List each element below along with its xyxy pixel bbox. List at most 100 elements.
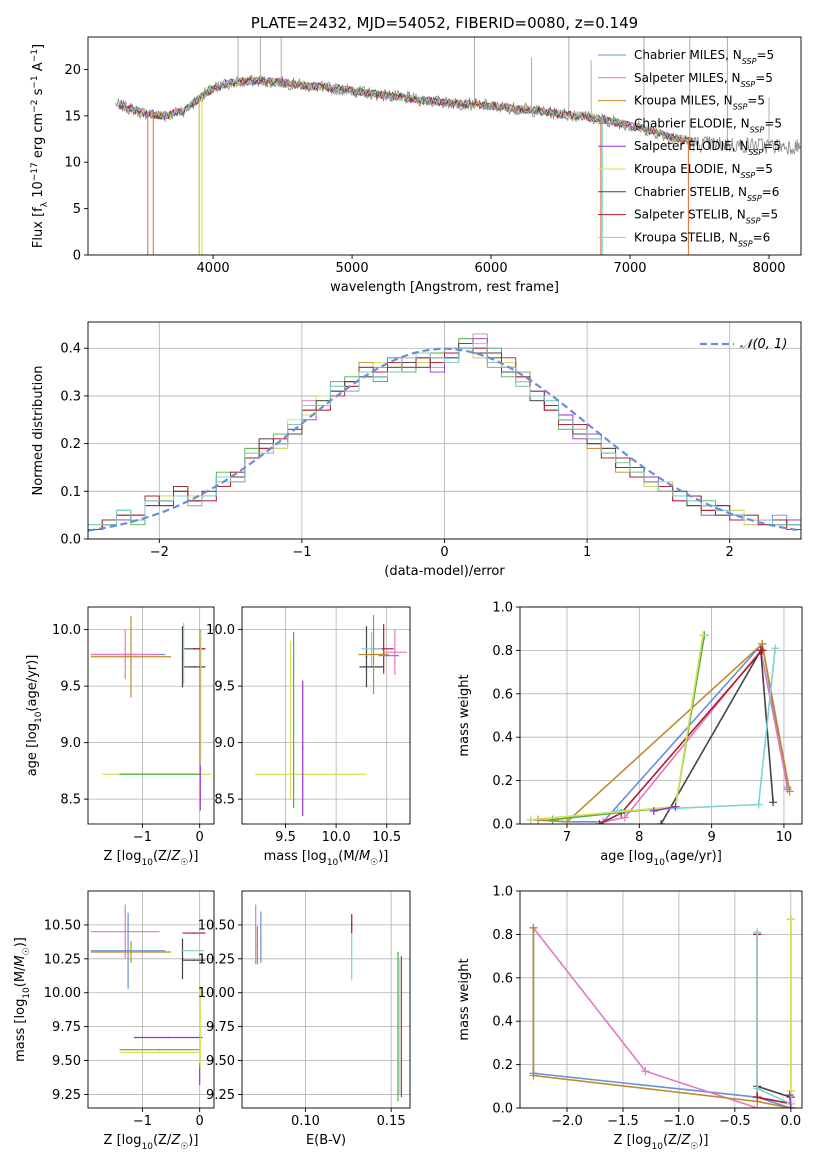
plot-area-massweight-vs-age: [526, 631, 794, 824]
x-axis-label: mass [log10(M/M☉)]: [264, 849, 389, 868]
x-tick-label: 7: [563, 830, 571, 845]
y-tick-label: 9.5: [60, 680, 81, 695]
x-tick-label: 4000: [197, 261, 230, 276]
axes-mass-vs-Z: −1 0 9.25 9.50 9.75 10.00 10.25 10.50 Z [log10(Z…: [13, 890, 215, 1152]
y-tick-label: 0.4: [492, 731, 513, 746]
data-point: [370, 666, 373, 668]
data-point: [310, 773, 312, 776]
panel-age-vs-mass: 9.5 10.0 10.5 8.5 9.0 9.5 10.0 mass [log10(M/M☉…: [206, 606, 411, 868]
axes-age-vs-Z: −1 0 8.5 9.0 9.5 10.0 Z [log10(Z/Z☉)] age [log1…: [25, 606, 215, 868]
plus-marker: [754, 800, 763, 809]
axes-frame: [241, 890, 411, 1109]
data-point: [193, 932, 195, 934]
y-tick-label: 9.25: [52, 1088, 81, 1103]
y-tick-label: 9.50: [206, 1054, 235, 1069]
legend-label: Salpeter MILES, NSSP=5: [634, 71, 773, 89]
x-tick-label: 2: [726, 545, 734, 560]
y-axis-label: Normed distribution: [31, 366, 46, 496]
grid-age-vs-mass: [242, 607, 410, 824]
plus-marker: [671, 802, 680, 811]
legend-label: Chabrier MILES, NSSP=5: [634, 48, 774, 66]
data-point: [181, 655, 184, 658]
data-point: [130, 951, 132, 953]
y-tick-label: 0.1: [60, 485, 81, 500]
plus-marker: [649, 806, 658, 815]
model-spectrum-line: [118, 76, 693, 145]
data-point: [292, 719, 295, 721]
data-point: [167, 1036, 169, 1039]
panel-age-vs-Z: −1 0 8.5 9.0 9.5 10.0 Z [log10(Z/Z☉)] age [log1…: [25, 606, 215, 868]
y-tick-label: 0.3: [60, 389, 81, 404]
plot-area-mass-vs-Z: [90, 904, 206, 1085]
y-tick-label: 8.5: [60, 793, 81, 808]
panel-spectrum: 4000 5000 6000 7000 8000 0 5 10 15 20 wavelength […: [30, 14, 802, 295]
plot-area-age-vs-Z: [90, 616, 212, 811]
y-tick-label: 10.00: [198, 986, 235, 1001]
axes-spectrum: 4000 5000 6000 7000 8000 0 5 10 15 20 wavelength […: [30, 36, 802, 295]
y-tick-label: 10.50: [44, 918, 81, 933]
x-tick-label: 0: [196, 830, 204, 845]
plus-marker: [595, 820, 604, 824]
legend: Chabrier MILES, NSSP=5 Salpeter MILES, NS…: [598, 48, 782, 248]
plot-area-massweight-vs-Z: [529, 915, 795, 1108]
y-tick-label: 10: [64, 156, 81, 171]
x-axis-label: Z [log10(Z/Z☉)]: [614, 1133, 709, 1152]
y-tick-label: 9.0: [60, 736, 81, 751]
y-tick-label: 9.75: [206, 1020, 235, 1035]
plus-marker: [769, 798, 778, 807]
x-tick-label: −1: [292, 545, 311, 560]
y-tick-label: 1.0: [492, 601, 513, 616]
x-axis-label: (data-model)/error: [384, 564, 505, 579]
data-point: [182, 652, 185, 655]
plot-area-mass-vs-ebv: [254, 904, 403, 1102]
x-tick-label: 6000: [475, 261, 508, 276]
y-tick-label: 20: [64, 63, 81, 78]
grid-age-vs-Z: [88, 607, 214, 824]
panel-mass-vs-Z: −1 0 9.25 9.50 9.75 10.00 10.25 10.50 Z [log10(Z…: [13, 890, 215, 1152]
plot-area-age-vs-mass: [255, 614, 407, 817]
y-tick-label: 0.0: [492, 1102, 513, 1117]
x-tick-label: −1: [133, 830, 152, 845]
y-tick-label: 0.2: [492, 1058, 513, 1073]
x-tick-label: −1.5: [607, 1114, 639, 1129]
plus-marker: [529, 1071, 538, 1080]
x-tick-label: 0: [196, 1114, 204, 1129]
y-tick-label: 0.0: [492, 818, 513, 833]
model-spectrum-line: [118, 76, 693, 145]
y-axis-label: mass [log10(M/M☉)]: [13, 937, 32, 1062]
chart-title: PLATE=2432, MJD=54052, FIBERID=0080, z=0…: [251, 14, 638, 32]
x-tick-label: 10: [776, 830, 793, 845]
axes-mass-vs-ebv: 0.10 0.15 9.25 9.50 9.75 10.00 10.25 10.50 E(B-V…: [198, 890, 411, 1148]
axes-frame: [519, 890, 803, 1109]
panel-mass-vs-ebv: 0.10 0.15 9.25 9.50 9.75 10.00 10.25 10.50 E(B-V…: [198, 890, 411, 1148]
y-axis-label: mass weight: [457, 674, 472, 756]
y-tick-label: 0.2: [492, 774, 513, 789]
y-tick-label: 10.25: [198, 952, 235, 967]
data-point: [181, 958, 184, 960]
legend-label: Kroupa ELODIE, NSSP=5: [634, 162, 773, 180]
data-point: [365, 655, 368, 658]
mass-weight-line: [532, 927, 791, 1108]
y-tick-label: 10.0: [52, 623, 81, 638]
data-point: [387, 654, 390, 657]
mass-weight-line: [532, 927, 792, 1108]
x-tick-label: 0.0: [780, 1114, 801, 1129]
data-point: [193, 666, 195, 668]
data-point: [397, 1025, 399, 1028]
axes-massweight-vs-age: 7 8 9 10 0.0 0.2 0.4 0.6 0.8 1.0 age [log10(age/yr…: [457, 601, 803, 868]
plus-marker: [753, 1084, 762, 1093]
data-point: [350, 952, 353, 955]
axes-massweight-vs-Z: −2.0 −1.5 −1.0 −0.5 0.0 0.0 0.2 0.4 0.6 0.8 1.0 Z […: [457, 885, 803, 1152]
data-point: [124, 653, 127, 656]
data-point: [260, 936, 262, 938]
x-tick-label: 8: [635, 830, 643, 845]
x-tick-label: 0: [440, 545, 448, 560]
plus-marker: [563, 817, 571, 824]
y-tick-label: 8.5: [214, 793, 235, 808]
x-tick-label: −1: [133, 1114, 152, 1129]
data-point: [370, 648, 373, 650]
data-point: [254, 933, 257, 936]
data-point: [400, 1025, 403, 1028]
y-tick-label: 10.0: [206, 623, 235, 638]
legend-label: Chabrier ELODIE, NSSP=5: [634, 116, 782, 133]
